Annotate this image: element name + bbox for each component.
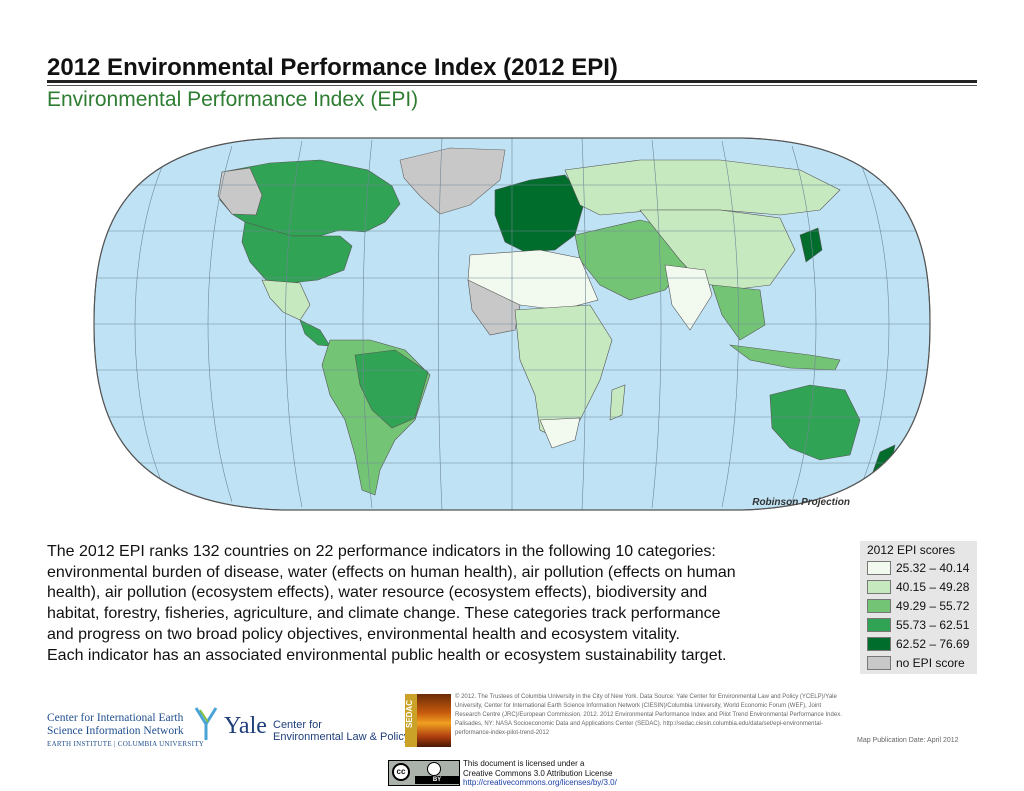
legend-label: 55.73 – 62.51 xyxy=(896,618,970,632)
legend-swatch xyxy=(867,618,891,632)
legend-item: 49.29 – 55.72 xyxy=(867,597,975,614)
license-link[interactable]: http://creativecommons.org/licenses/by/3… xyxy=(463,778,617,787)
central-america xyxy=(299,319,331,347)
europe xyxy=(494,174,586,253)
brazil xyxy=(354,349,429,429)
cc-icon: cc xyxy=(392,763,410,781)
south-africa xyxy=(539,417,581,449)
africa-west xyxy=(467,279,521,336)
yale-center-line1: Center for xyxy=(273,719,322,731)
china xyxy=(639,209,796,291)
license-line1: This document is licensed under a xyxy=(463,759,585,768)
legend-swatch xyxy=(867,637,891,651)
cc-license-badge[interactable]: cc BY xyxy=(388,760,460,786)
graticule xyxy=(94,138,930,510)
description-line: Each indicator has an associated environ… xyxy=(47,646,727,664)
description-line: and progress on two broad policy objecti… xyxy=(47,625,680,643)
land-masses xyxy=(217,147,896,496)
description-line: The 2012 EPI ranks 132 countries on 22 p… xyxy=(47,543,716,560)
title-rule-thin xyxy=(47,85,977,86)
ciesin-line2: Science Information Network xyxy=(47,725,184,737)
yale-center-line2: Environmental Law & Policy xyxy=(273,731,410,743)
legend-swatch xyxy=(867,599,891,613)
alaska xyxy=(217,167,263,216)
legend-label: no EPI score xyxy=(896,656,965,670)
russia xyxy=(564,159,841,216)
ciesin-logo: Center for International Earth Science I… xyxy=(47,712,204,748)
publication-date: Map Publication Date: April 2012 xyxy=(857,737,959,744)
projection-label: Robinson Projection xyxy=(752,497,850,508)
legend-item: 40.15 – 49.28 xyxy=(867,578,975,595)
map-legend: 2012 EPI scores 25.32 – 40.14 40.15 – 49… xyxy=(860,541,977,674)
yale-center-name: Center for Environmental Law & Policy xyxy=(273,719,409,743)
greenland xyxy=(399,147,506,215)
legend-label: 62.52 – 76.69 xyxy=(896,637,970,651)
legend-item: 62.52 – 76.69 xyxy=(867,635,975,652)
map-title: 2012 Environmental Performance Index (20… xyxy=(47,54,618,81)
australia xyxy=(769,384,861,461)
yale-wordmark: Yale xyxy=(224,713,267,739)
usa xyxy=(241,221,353,284)
legend-label: 49.29 – 55.72 xyxy=(896,599,970,613)
description-line: health), air pollution (ecosystem effect… xyxy=(47,584,708,602)
japan xyxy=(799,227,823,263)
indonesia xyxy=(728,344,841,371)
data-credits: © 2012. The Trustees of Columbia Univers… xyxy=(455,694,842,736)
description-text: The 2012 EPI ranks 132 countries on 22 p… xyxy=(47,542,862,666)
yale-logo-icon xyxy=(194,707,218,740)
ciesin-line1: Center for International Earth xyxy=(47,712,184,724)
legend-item: 25.32 – 40.14 xyxy=(867,559,975,576)
license-line2: Creative Commons 3.0 Attribution License xyxy=(463,768,613,778)
by-label: BY xyxy=(415,776,459,784)
legend-label: 40.15 – 49.28 xyxy=(896,580,970,594)
sedac-logo-band xyxy=(405,694,417,747)
license-text: This document is licensed under a Creati… xyxy=(463,759,617,788)
legend-item: no EPI score xyxy=(867,654,975,671)
sedac-logo-text: SEDAC xyxy=(405,700,414,729)
sedac-logo-image xyxy=(417,694,451,747)
madagascar xyxy=(609,384,626,421)
legend-swatch xyxy=(867,656,891,670)
attribution-person-icon xyxy=(427,762,441,776)
legend-item: 55.73 – 62.51 xyxy=(867,616,975,633)
legend-swatch xyxy=(867,580,891,594)
legend-swatch xyxy=(867,561,891,575)
ciesin-line3: EARTH INSTITUTE | COLUMBIA UNIVERSITY xyxy=(47,740,205,748)
map-subtitle: Environmental Performance Index (EPI) xyxy=(47,88,419,111)
legend-label: 25.32 – 40.14 xyxy=(896,561,970,575)
description-line: environmental burden of disease, water (… xyxy=(47,563,736,581)
india xyxy=(664,264,713,331)
legend-title: 2012 EPI scores xyxy=(867,543,956,557)
title-rule-thick xyxy=(47,80,977,83)
description-line: habitat, forestry, fisheries, agricultur… xyxy=(47,605,721,623)
